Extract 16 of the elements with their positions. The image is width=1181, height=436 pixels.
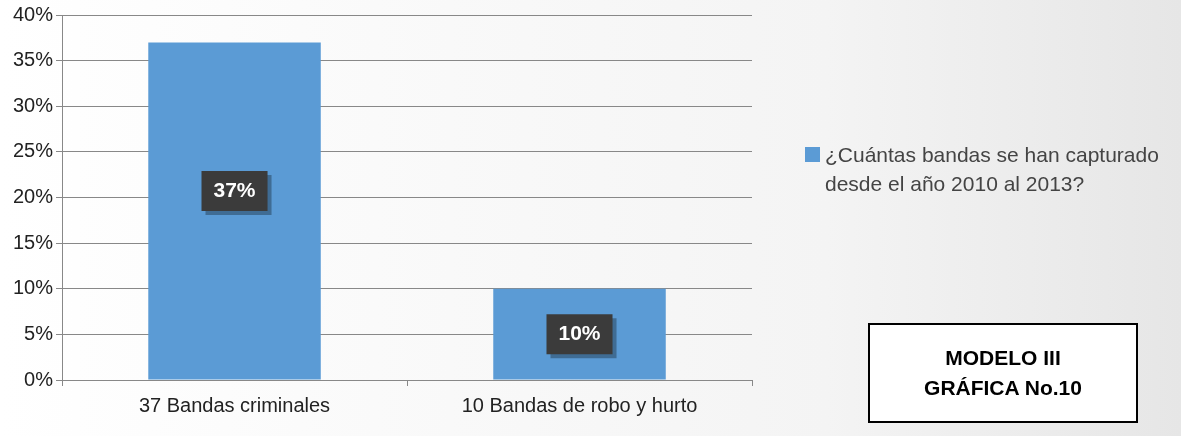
- text: 37%: [213, 177, 256, 201]
- legend-label: ¿Cuántas bandas se han capturado desde el año 2010 al 2013?: [825, 142, 1160, 197]
- y-tick-label: 5%: [24, 321, 54, 344]
- x-tick-label: 37 Bandas criminales: [138, 393, 331, 416]
- y-tick-label: 40%: [13, 2, 54, 25]
- text: 10%: [558, 320, 601, 344]
- x-tick-label: 10 Bandas de robo y hurto: [461, 393, 698, 416]
- y-tick-label: 35%: [13, 48, 54, 71]
- y-tick-label: 10%: [13, 276, 54, 299]
- y-tick-label: 25%: [13, 139, 54, 162]
- y-tick-label: 20%: [13, 185, 54, 208]
- text: GRÁFICA No.10: [924, 375, 1082, 401]
- y-tick-label: 30%: [13, 93, 54, 116]
- y-tick-label: 15%: [13, 230, 54, 253]
- y-tick-label: 0%: [24, 367, 54, 390]
- text: MODELO III: [945, 345, 1061, 371]
